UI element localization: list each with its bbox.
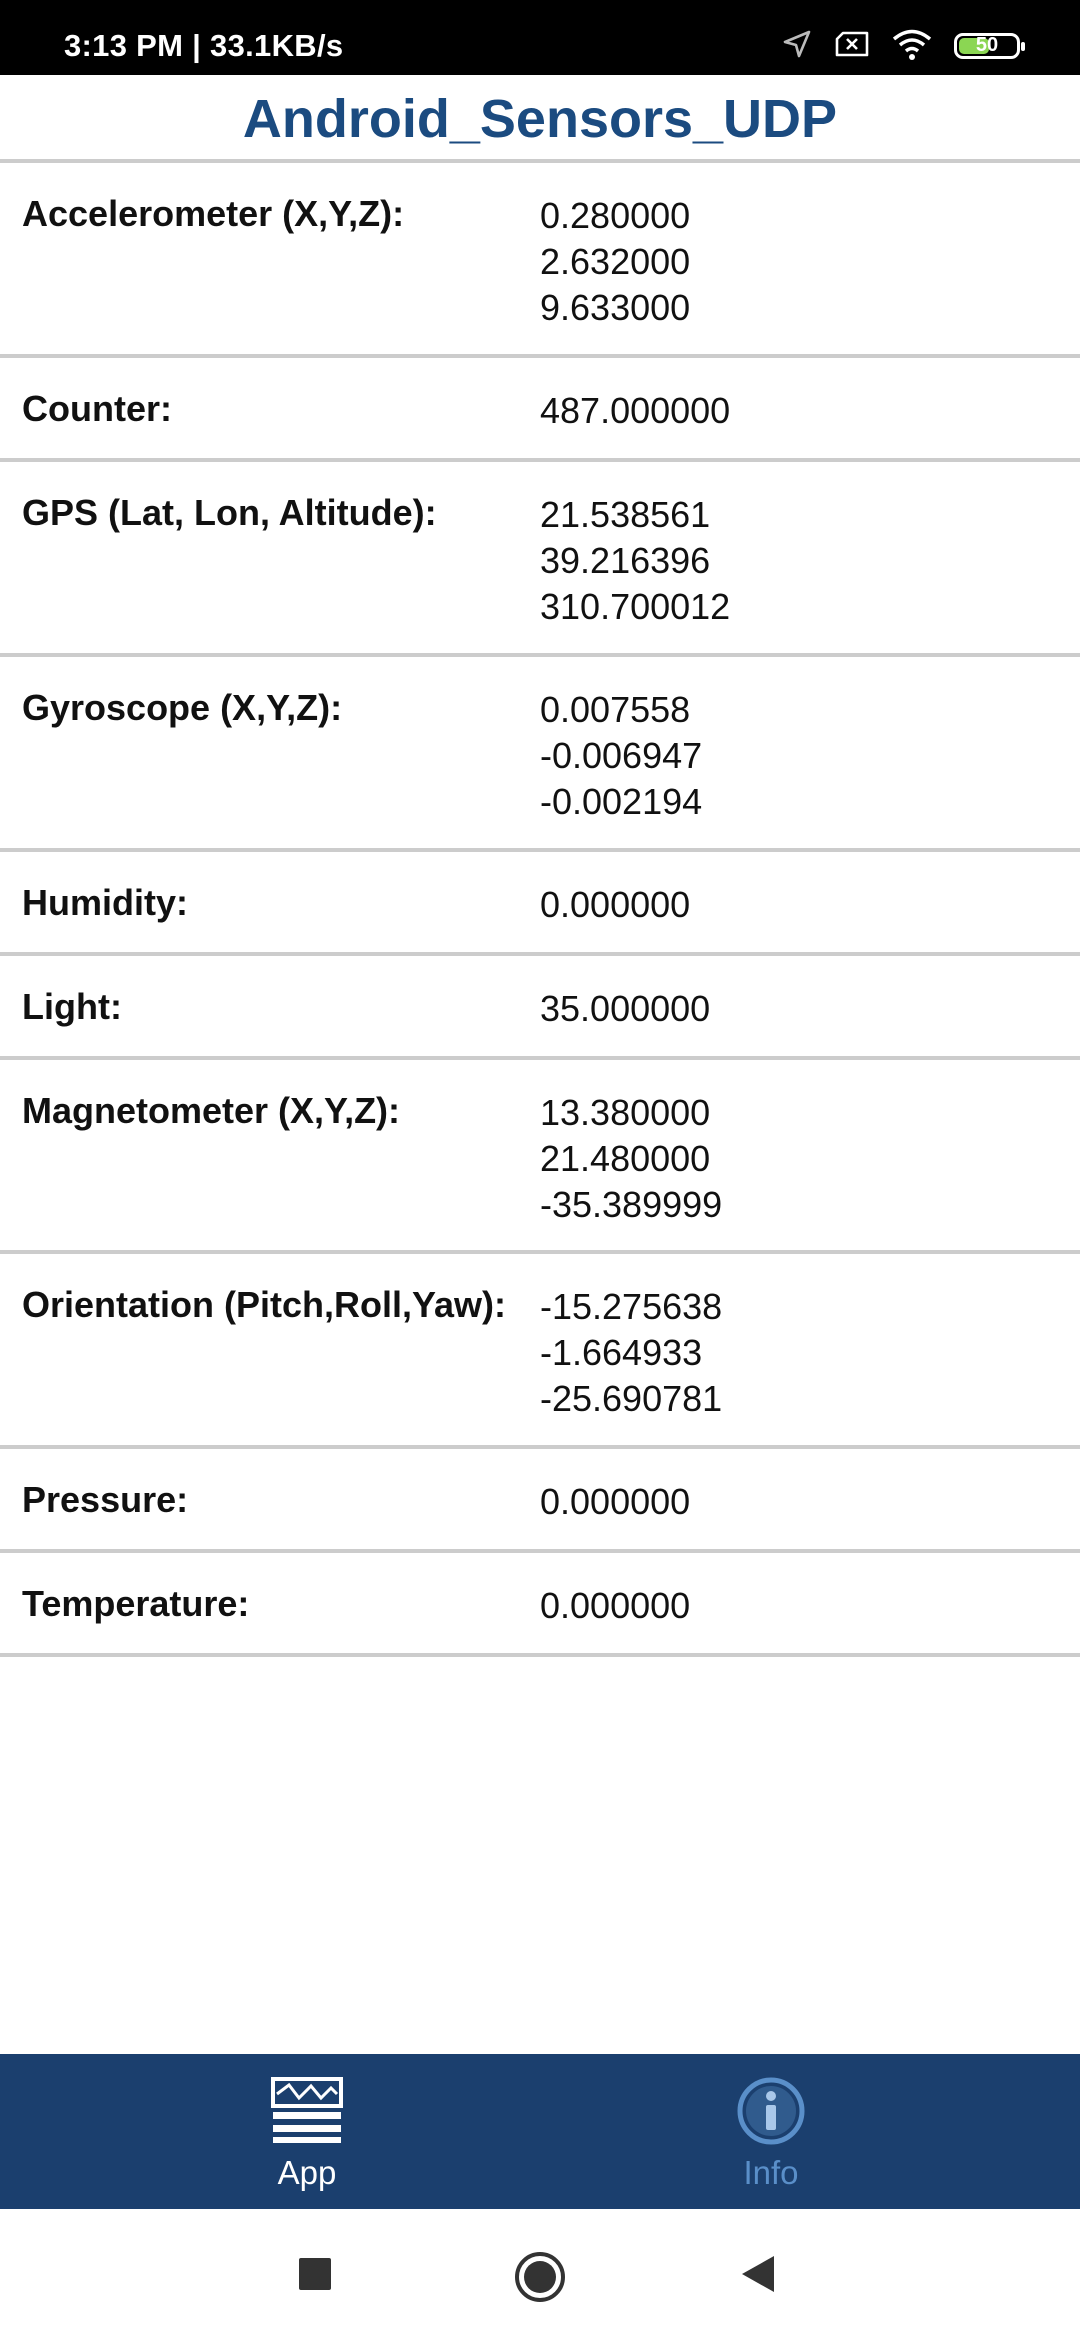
battery-level: 50	[975, 34, 999, 56]
sensor-row-humidity: Humidity: 0.000000	[0, 852, 1080, 952]
status-time: 3:13 PM | 33.1KB/s	[64, 28, 344, 63]
sensor-value: 0.007558	[540, 689, 691, 730]
sensor-value: 9.633000	[540, 287, 691, 328]
divider	[0, 458, 1080, 462]
sensor-value: -0.006947	[540, 735, 703, 776]
sensor-values: 13.380000 21.480000 -35.389999	[540, 1090, 722, 1228]
sensor-label: Accelerometer (X,Y,Z):	[22, 193, 405, 234]
divider	[0, 653, 1080, 657]
status-bar: 3:13 PM | 33.1KB/s 50	[0, 0, 1080, 75]
sensor-values: 0.000000	[540, 1583, 690, 1629]
status-icons: 50	[782, 26, 1025, 66]
tab-app-label: App	[277, 2154, 337, 2191]
divider	[0, 1445, 1080, 1449]
tab-info-label: Info	[743, 2154, 799, 2191]
sensor-label: Temperature:	[22, 1583, 250, 1624]
sensor-value: 0.000000	[540, 1585, 691, 1626]
sensor-values: 21.538561 39.216396 310.700012	[540, 492, 730, 630]
sensor-label: Magnetometer (X,Y,Z):	[22, 1090, 401, 1131]
sensor-value: -35.389999	[540, 1184, 723, 1225]
sensor-values: 0.000000	[540, 882, 690, 928]
sensor-value: -0.002194	[540, 781, 703, 822]
divider	[0, 1250, 1080, 1254]
back-triangle-icon[interactable]	[738, 2253, 778, 2300]
sensor-values: -15.275638 -1.664933 -25.690781	[540, 1284, 722, 1422]
sensor-label: Pressure:	[22, 1479, 189, 1520]
page-title: Android_Sensors_UDP	[242, 89, 838, 149]
sensor-row-temperature: Temperature: 0.000000	[0, 1553, 1080, 1653]
system-nav-bar	[0, 2209, 1080, 2340]
divider	[0, 354, 1080, 358]
sensor-value: 0.280000	[540, 195, 691, 236]
no-sim-icon	[834, 30, 870, 63]
wifi-icon	[892, 28, 932, 65]
bottom-nav: App Info	[0, 2054, 1080, 2209]
sensor-value: 487.000000	[540, 390, 731, 431]
location-arrow-icon	[782, 29, 812, 64]
sensor-value: -25.690781	[540, 1378, 723, 1419]
sensor-row-gps: GPS (Lat, Lon, Altitude): 21.538561 39.2…	[0, 462, 1080, 653]
sensor-value: 0.000000	[540, 884, 691, 925]
battery-icon: 50	[954, 33, 1025, 59]
sensor-label: Counter:	[22, 388, 172, 429]
sensor-value: 0.000000	[540, 1481, 691, 1522]
tab-app[interactable]: App	[157, 2054, 457, 2209]
sensor-label: Light:	[22, 986, 122, 1027]
home-circle-icon[interactable]	[512, 2249, 568, 2310]
sensor-label: Gyroscope (X,Y,Z):	[22, 687, 343, 728]
recents-square-icon[interactable]	[295, 2254, 335, 2299]
divider	[0, 952, 1080, 956]
tab-info[interactable]: Info	[621, 2054, 921, 2209]
divider	[0, 1653, 1080, 1657]
sensor-value: -1.664933	[540, 1332, 703, 1373]
sensor-label: GPS (Lat, Lon, Altitude):	[22, 492, 437, 533]
sensor-values: 487.000000	[540, 388, 730, 434]
sensor-value: 39.216396	[540, 540, 711, 581]
sensor-value: 310.700012	[540, 586, 731, 627]
sensor-row-accelerometer: Accelerometer (X,Y,Z): 0.280000 2.632000…	[0, 163, 1080, 354]
sensor-row-counter: Counter: 487.000000	[0, 358, 1080, 458]
sensor-row-light: Light: 35.000000	[0, 956, 1080, 1056]
sensor-row-orientation: Orientation (Pitch,Roll,Yaw): -15.275638…	[0, 1254, 1080, 1445]
sensor-row-magnetometer: Magnetometer (X,Y,Z): 13.380000 21.48000…	[0, 1060, 1080, 1250]
sensor-row-gyroscope: Gyroscope (X,Y,Z): 0.007558 -0.006947 -0…	[0, 657, 1080, 848]
sensor-value: 2.632000	[540, 241, 691, 282]
sensor-values: 0.000000	[540, 1479, 690, 1525]
divider	[0, 1549, 1080, 1553]
sensor-value: 21.480000	[540, 1138, 711, 1179]
sensor-value: 13.380000	[540, 1092, 711, 1133]
divider	[0, 1056, 1080, 1060]
sensor-label: Orientation (Pitch,Roll,Yaw):	[22, 1284, 507, 1325]
sensor-row-pressure: Pressure: 0.000000	[0, 1449, 1080, 1549]
divider	[0, 159, 1080, 163]
sensor-value: -15.275638	[540, 1286, 723, 1327]
chart-lines-icon	[271, 2076, 343, 2149]
sensor-value: 35.000000	[540, 988, 711, 1029]
sensor-values: 0.007558 -0.006947 -0.002194	[540, 687, 702, 825]
sensor-values: 0.280000 2.632000 9.633000	[540, 193, 690, 331]
sensor-values: 35.000000	[540, 986, 710, 1032]
info-circle-icon	[736, 2076, 806, 2151]
divider	[0, 848, 1080, 852]
sensor-label: Humidity:	[22, 882, 188, 923]
sensor-value: 21.538561	[540, 494, 711, 535]
